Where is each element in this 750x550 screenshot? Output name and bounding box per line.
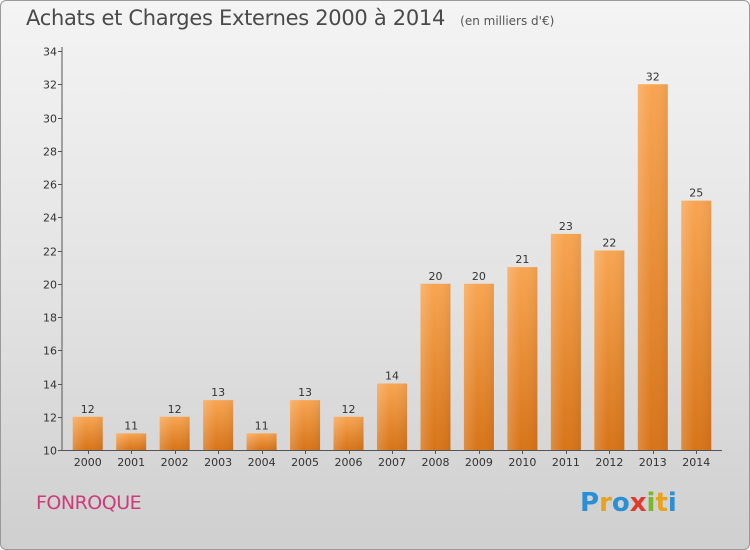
x-tick-label: 2004 — [248, 456, 276, 469]
data-label: 11 — [124, 419, 138, 432]
data-label: 12 — [342, 403, 356, 416]
logo-letter: r — [599, 488, 612, 518]
y-tick-label: 16 — [43, 345, 57, 358]
bar-highlight — [116, 433, 147, 450]
bar-highlight — [159, 416, 190, 450]
y-tick-label: 34 — [43, 46, 57, 59]
bar-highlight — [246, 433, 277, 450]
place-name: FONROQUE — [36, 492, 142, 514]
chart-title: Achats et Charges Externes 2000 à 2014 — [26, 6, 446, 30]
x-tick-label: 2013 — [639, 456, 667, 469]
y-tick-label: 14 — [43, 379, 57, 392]
bar-highlight — [420, 283, 451, 450]
logo-letter: P — [580, 488, 600, 518]
logo-letter: i — [646, 488, 656, 518]
x-tick-label: 2000 — [74, 456, 102, 469]
data-label: 22 — [602, 237, 616, 250]
x-tick-label: 2011 — [552, 456, 580, 469]
bar-highlight — [203, 400, 234, 450]
x-tick-label: 2006 — [335, 456, 363, 469]
proxiti-logo: Proxiti — [580, 488, 677, 518]
y-tick-label: 26 — [43, 179, 57, 192]
data-label: 14 — [385, 370, 399, 383]
y-tick-label: 20 — [43, 279, 57, 292]
bar-highlight — [507, 267, 538, 450]
data-label: 25 — [689, 187, 703, 200]
y-tick-label: 32 — [43, 79, 57, 92]
y-tick-label: 18 — [43, 312, 57, 325]
x-tick-label: 2014 — [682, 456, 710, 469]
bar-highlight — [290, 400, 321, 450]
x-tick-label: 2003 — [204, 456, 232, 469]
bar-highlight — [377, 383, 407, 450]
data-label: 20 — [472, 270, 486, 283]
data-label: 23 — [559, 220, 573, 233]
x-tick-label: 2001 — [117, 456, 145, 469]
bar-highlight — [72, 416, 103, 450]
data-label: 13 — [211, 386, 225, 399]
logo-letter: t — [655, 488, 668, 518]
bar-highlight — [594, 250, 625, 450]
chart-unit: (en milliers d'€) — [460, 14, 555, 28]
logo-letter: i — [667, 488, 677, 518]
bar-highlight — [637, 84, 668, 450]
bar-highlight — [333, 416, 364, 450]
data-label: 32 — [646, 70, 660, 83]
data-label: 11 — [255, 419, 269, 432]
y-tick-label: 10 — [43, 445, 57, 458]
data-label: 12 — [168, 403, 182, 416]
data-label: 12 — [81, 403, 95, 416]
data-label: 20 — [428, 270, 442, 283]
x-tick-label: 2007 — [378, 456, 406, 469]
bar-highlight — [681, 200, 712, 450]
data-label: 13 — [298, 386, 312, 399]
x-tick-label: 2012 — [595, 456, 623, 469]
bars-layer: 12 11 12 13 11 13 12 14 20 20 21 23 22 32 25 — [72, 70, 712, 450]
bar-highlight — [463, 283, 494, 450]
data-label: 21 — [515, 253, 529, 266]
y-tick-label: 28 — [43, 146, 57, 159]
chart-header: Achats et Charges Externes 2000 à 2014 (… — [26, 6, 554, 30]
logo-letter: o — [611, 488, 630, 518]
x-tick-label: 2009 — [465, 456, 493, 469]
bar-highlight — [550, 233, 581, 450]
y-tick-label: 24 — [43, 212, 57, 225]
x-tick-label: 2005 — [291, 456, 319, 469]
y-tick-label: 30 — [43, 113, 57, 126]
axes-layer: 10 12 14 16 18 20 22 24 26 28 30 32 34 2000 2001 2002 20… — [43, 46, 722, 469]
x-tick-label: 2010 — [508, 456, 536, 469]
logo-letter: x — [629, 488, 647, 518]
y-tick-label: 22 — [43, 246, 57, 259]
y-tick-label: 12 — [43, 412, 57, 425]
x-tick-label: 2008 — [421, 456, 449, 469]
x-tick-label: 2002 — [161, 456, 189, 469]
